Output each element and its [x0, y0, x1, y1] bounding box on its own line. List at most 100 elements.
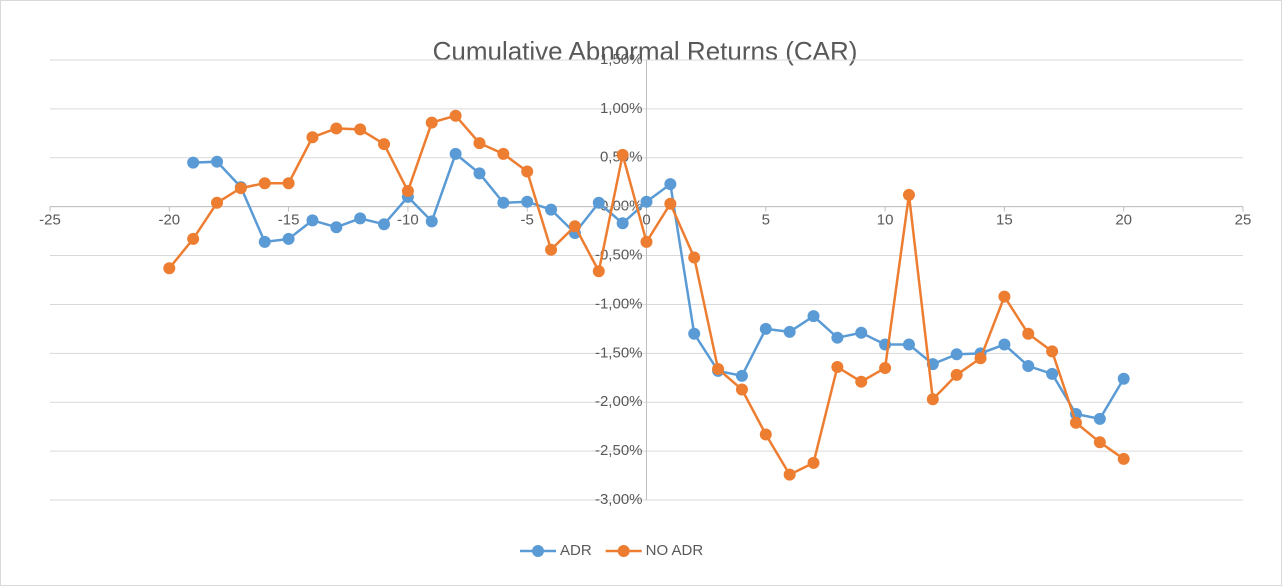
x-tick-label: 25	[1235, 212, 1252, 229]
data-point	[688, 327, 701, 340]
x-tick-label: -20	[158, 212, 180, 229]
y-tick-label: -1,50%	[595, 344, 643, 361]
data-point	[1022, 360, 1035, 373]
data-point	[759, 428, 772, 441]
x-tick-label: -5	[521, 212, 534, 229]
data-point	[831, 361, 844, 374]
data-point	[545, 203, 558, 216]
data-point	[568, 220, 581, 233]
data-point	[521, 195, 534, 208]
data-point	[807, 310, 820, 323]
data-point	[902, 188, 915, 201]
y-tick-label: -2,50%	[595, 442, 643, 459]
data-point	[425, 215, 438, 228]
data-point	[521, 165, 534, 178]
data-point	[664, 197, 677, 210]
series-line	[193, 151, 1125, 421]
data-point	[807, 456, 820, 469]
data-point	[759, 322, 772, 335]
data-point	[950, 348, 963, 361]
data-point	[950, 368, 963, 381]
data-point	[1117, 372, 1130, 385]
legend-label: NO ADR	[646, 542, 704, 559]
data-point	[258, 235, 271, 248]
data-point	[735, 369, 748, 382]
data-point	[640, 235, 653, 248]
x-tick-label: -15	[278, 212, 300, 229]
data-point	[735, 383, 748, 396]
legend-marker	[617, 545, 630, 557]
legend-label: ADR	[560, 542, 592, 559]
data-point	[378, 218, 391, 231]
data-point	[211, 196, 224, 209]
x-tick-label: 0	[642, 212, 650, 229]
y-tick-label: -2,00%	[595, 393, 643, 410]
data-point	[282, 232, 295, 245]
data-point	[902, 338, 915, 351]
x-tick-label: 10	[877, 212, 894, 229]
data-point	[592, 196, 605, 209]
data-point	[234, 182, 247, 195]
y-tick-label: -0,50%	[595, 247, 643, 264]
data-point	[1117, 452, 1130, 465]
data-point	[855, 326, 868, 339]
data-point	[258, 177, 271, 190]
data-point	[354, 212, 367, 225]
data-point	[712, 362, 725, 375]
legend-marker	[532, 545, 544, 557]
x-tick-label: -10	[397, 212, 419, 229]
data-point	[449, 147, 462, 160]
data-point	[187, 156, 200, 169]
data-point	[974, 352, 987, 365]
data-point	[879, 362, 892, 374]
data-point	[211, 155, 224, 168]
data-point	[306, 214, 319, 227]
data-point	[497, 196, 510, 209]
y-tick-label: 1,50%	[600, 51, 643, 68]
data-point	[497, 147, 510, 160]
data-point	[187, 232, 200, 245]
data-point	[449, 109, 462, 122]
data-point	[998, 290, 1011, 303]
data-point	[1093, 412, 1106, 425]
data-point	[1093, 436, 1106, 449]
data-point	[783, 468, 796, 481]
data-point	[616, 217, 629, 230]
data-point	[1046, 367, 1059, 380]
data-point	[926, 393, 939, 406]
y-tick-label: -1,00%	[595, 295, 643, 312]
data-point	[855, 375, 868, 388]
data-point	[425, 116, 438, 129]
x-tick-label: 5	[762, 212, 770, 229]
data-point	[330, 122, 343, 135]
x-tick-label: 15	[996, 212, 1013, 229]
data-point	[354, 123, 367, 136]
data-point	[545, 243, 558, 256]
data-point	[664, 178, 677, 191]
data-point	[998, 338, 1011, 351]
data-point	[163, 262, 176, 275]
data-point	[783, 325, 796, 338]
data-point	[1046, 345, 1059, 358]
data-point	[306, 131, 319, 144]
data-point	[1022, 327, 1035, 340]
data-point	[473, 167, 486, 180]
data-point	[831, 331, 844, 344]
data-point	[640, 195, 653, 208]
data-point	[688, 251, 701, 264]
data-point	[401, 185, 414, 198]
data-point	[378, 138, 391, 151]
y-tick-label: -3,00%	[595, 491, 643, 508]
data-point	[330, 221, 343, 234]
y-tick-label: 1,00%	[600, 100, 643, 117]
data-point	[1069, 416, 1082, 429]
chart-title: Cumulative Abnormal Returns (CAR)	[433, 36, 858, 66]
x-tick-label: 20	[1115, 212, 1132, 229]
x-tick-label: -25	[39, 212, 61, 229]
data-point	[282, 177, 295, 190]
data-point	[473, 137, 486, 150]
data-point	[592, 265, 605, 278]
data-point	[616, 148, 629, 161]
